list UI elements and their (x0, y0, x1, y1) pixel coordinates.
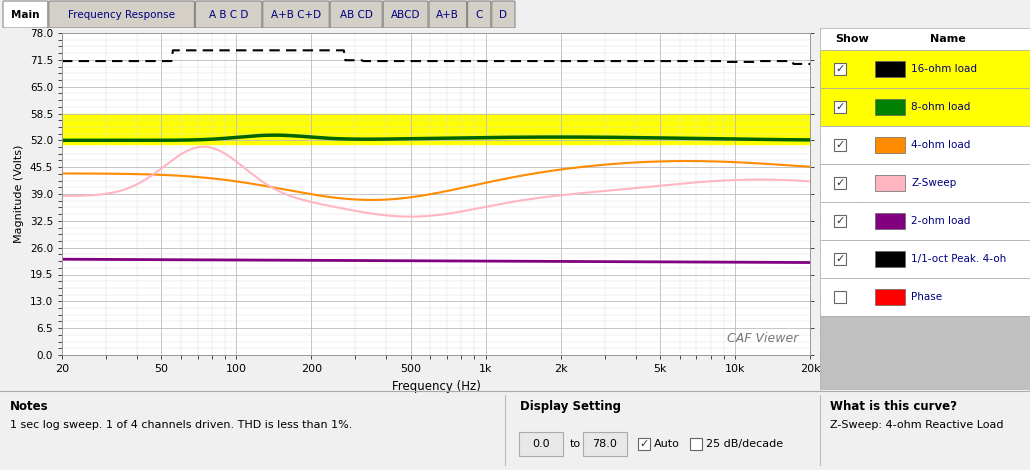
Text: 25 dB/decade: 25 dB/decade (706, 439, 783, 449)
Bar (820, 278, 1030, 316)
FancyBboxPatch shape (48, 1, 195, 28)
Bar (820, 126, 1030, 164)
Text: ✓: ✓ (640, 439, 649, 449)
Text: 0.0: 0.0 (533, 439, 550, 449)
FancyBboxPatch shape (383, 1, 428, 28)
FancyBboxPatch shape (468, 1, 491, 28)
Text: Z-Sweep: 4-ohm Reactive Load: Z-Sweep: 4-ohm Reactive Load (830, 420, 1003, 430)
Text: 16-ohm load: 16-ohm load (911, 64, 977, 74)
Text: What is this curve?: What is this curve? (830, 400, 957, 413)
Text: 8-ohm load: 8-ohm load (911, 102, 970, 112)
Text: ✓: ✓ (835, 64, 845, 74)
FancyBboxPatch shape (583, 432, 627, 456)
Text: 4-ohm load: 4-ohm load (911, 140, 970, 150)
Text: ✓: ✓ (835, 140, 845, 150)
Bar (820, 28, 1030, 50)
Text: to: to (570, 439, 581, 449)
Bar (834, 215, 846, 227)
Bar (820, 50, 1030, 88)
Y-axis label: Magnitude (Volts): Magnitude (Volts) (14, 145, 24, 243)
Text: 2-ohm load: 2-ohm load (911, 216, 970, 226)
FancyBboxPatch shape (263, 1, 330, 28)
Bar (820, 164, 1030, 202)
Text: A B C D: A B C D (209, 9, 248, 19)
X-axis label: Frequency (Hz): Frequency (Hz) (391, 380, 480, 392)
Bar (638, 438, 650, 450)
FancyBboxPatch shape (3, 1, 47, 28)
Bar (876, 99, 905, 115)
FancyBboxPatch shape (491, 1, 515, 28)
Text: Main: Main (11, 9, 39, 19)
FancyBboxPatch shape (519, 432, 563, 456)
Text: Show: Show (835, 34, 869, 44)
Bar (834, 177, 846, 189)
Text: Notes: Notes (10, 400, 48, 413)
Bar (876, 251, 905, 267)
Bar (820, 240, 1030, 278)
Bar (834, 291, 846, 303)
Text: ABCD: ABCD (390, 9, 420, 19)
FancyBboxPatch shape (430, 1, 467, 28)
Text: ✓: ✓ (835, 178, 845, 188)
Text: CAF Viewer: CAF Viewer (727, 332, 799, 345)
Bar (834, 101, 846, 113)
Bar (834, 139, 846, 151)
Text: 78.0: 78.0 (592, 439, 617, 449)
Bar (820, 202, 1030, 240)
Text: D: D (500, 9, 508, 19)
Text: 1 sec log sweep. 1 of 4 channels driven. THD is less than 1%.: 1 sec log sweep. 1 of 4 channels driven.… (10, 420, 352, 430)
Y-axis label: Phase (degree): Phase (degree) (857, 151, 867, 236)
Bar (820, 88, 1030, 126)
Bar (876, 61, 905, 77)
Text: Frequency Response: Frequency Response (68, 9, 175, 19)
Bar (834, 253, 846, 265)
Text: C: C (476, 9, 483, 19)
Text: Phase: Phase (911, 292, 942, 302)
Text: Z-Sweep: Z-Sweep (911, 178, 956, 188)
Text: ✓: ✓ (835, 102, 845, 112)
Text: AB CD: AB CD (340, 9, 373, 19)
Bar (834, 63, 846, 75)
Bar (820, 316, 1030, 390)
Text: ✓: ✓ (835, 216, 845, 226)
FancyBboxPatch shape (196, 1, 262, 28)
Text: A+B C+D: A+B C+D (271, 9, 321, 19)
Bar (876, 175, 905, 191)
FancyBboxPatch shape (331, 1, 382, 28)
Text: 1/1-oct Peak. 4-oh: 1/1-oct Peak. 4-oh (911, 254, 1006, 264)
Bar (876, 289, 905, 305)
Text: ✓: ✓ (835, 254, 845, 264)
Bar (876, 213, 905, 229)
Text: Auto: Auto (654, 439, 680, 449)
Text: A+B: A+B (437, 9, 459, 19)
Bar (876, 137, 905, 153)
Text: Display Setting: Display Setting (520, 400, 621, 413)
Bar (690, 438, 702, 450)
Text: Name: Name (930, 34, 966, 44)
